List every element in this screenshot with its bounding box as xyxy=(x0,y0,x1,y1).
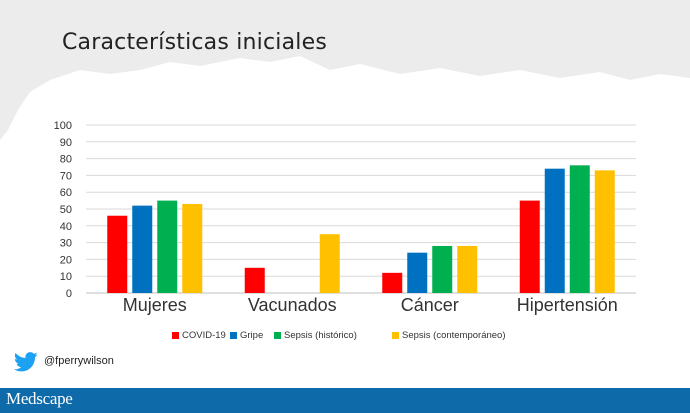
legend-item-sepsis-contemporaneo: Sepsis (contemporáneo) xyxy=(392,330,506,341)
x-category-label: Vacunados xyxy=(248,295,337,315)
bar xyxy=(382,272,403,293)
x-axis-category-labels: Mujeres Vacunados Cáncer Hipertensión xyxy=(123,295,618,315)
legend-label: COVID-19 xyxy=(182,330,226,341)
bar xyxy=(157,200,178,293)
bar xyxy=(107,215,128,293)
bar xyxy=(569,165,590,293)
twitter-handle: @fperrywilson xyxy=(44,355,114,367)
legend-label: Gripe xyxy=(240,330,264,341)
legend-item-gripe: Gripe xyxy=(230,330,263,341)
y-tick-label: 10 xyxy=(60,271,72,283)
y-tick-label: 90 xyxy=(60,137,72,149)
twitter-bird-icon xyxy=(14,352,38,372)
y-axis-tick-labels: 0 10 20 30 40 50 60 70 80 90 100 xyxy=(54,120,72,300)
bar xyxy=(182,203,203,293)
slide-title: Características iniciales xyxy=(62,30,327,55)
x-category-label: Mujeres xyxy=(123,295,187,315)
y-tick-label: 20 xyxy=(60,254,72,266)
legend-swatch xyxy=(274,332,281,339)
medscape-logo: Medscape xyxy=(6,389,73,408)
bar xyxy=(519,200,540,293)
legend-swatch xyxy=(172,332,179,339)
y-tick-label: 70 xyxy=(60,170,72,182)
bar xyxy=(319,234,340,293)
y-tick-label: 50 xyxy=(60,204,72,216)
y-tick-label: 80 xyxy=(60,154,72,166)
legend-label: Sepsis (histórico) xyxy=(284,330,357,341)
x-category-label: Hipertensión xyxy=(517,295,618,315)
chart-bars xyxy=(107,165,615,293)
y-tick-label: 30 xyxy=(60,238,72,250)
legend-swatch xyxy=(230,332,237,339)
x-category-label: Cáncer xyxy=(401,295,459,315)
legend-item-covid: COVID-19 xyxy=(172,330,226,341)
y-tick-label: 40 xyxy=(60,221,72,233)
legend-label: Sepsis (contemporáneo) xyxy=(402,330,506,341)
bar xyxy=(594,170,615,293)
bar xyxy=(544,168,565,293)
footer-bar: Medscape xyxy=(0,388,690,413)
bar xyxy=(132,205,153,293)
bar xyxy=(407,252,428,293)
bar xyxy=(432,245,453,293)
y-tick-label: 100 xyxy=(54,120,72,132)
y-tick-label: 0 xyxy=(66,288,72,300)
legend-item-sepsis-historico: Sepsis (histórico) xyxy=(274,330,357,341)
bar xyxy=(244,267,265,293)
bar xyxy=(457,245,478,293)
y-tick-label: 60 xyxy=(60,187,72,199)
legend-swatch xyxy=(392,332,399,339)
chart-gridlines xyxy=(86,124,636,294)
